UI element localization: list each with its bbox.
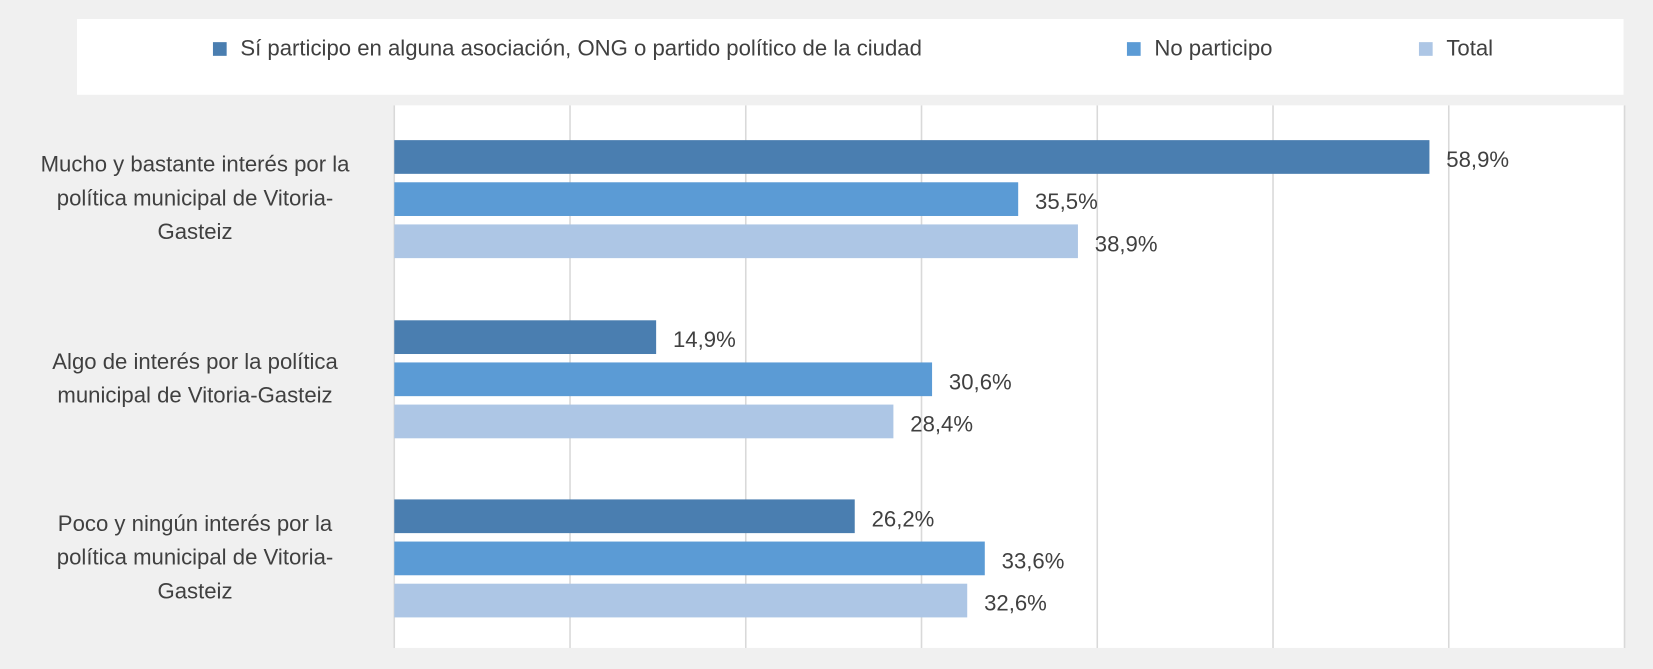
- data-label: 28,4%: [910, 412, 973, 437]
- data-label: 32,6%: [984, 591, 1047, 616]
- category-label: Poco y ningún interés por la política mu…: [56, 512, 334, 604]
- legend-swatch: [1126, 42, 1141, 56]
- data-label: 38,9%: [1095, 231, 1158, 256]
- data-label: 26,2%: [872, 506, 935, 531]
- legend-box: [76, 18, 1624, 95]
- bar: [394, 224, 1078, 259]
- category-label: Mucho y bastante interés por la política…: [40, 152, 350, 245]
- bar: [394, 583, 968, 618]
- legend-swatch: [1418, 42, 1433, 56]
- bar: [394, 404, 894, 439]
- bar: [394, 140, 1430, 174]
- data-label: 35,5%: [1035, 189, 1098, 214]
- bar: [394, 499, 855, 534]
- data-label: 33,6%: [1002, 548, 1065, 573]
- category-label: Algo de interés por la política municipa…: [52, 349, 338, 408]
- legend-label: No participo: [1154, 35, 1272, 60]
- data-label: 30,6%: [949, 369, 1012, 394]
- bar: [394, 182, 1019, 216]
- legend-label: Total: [1446, 35, 1493, 60]
- legend-label: Sí participo en alguna asociación, ONG o…: [240, 35, 922, 60]
- bar: [394, 362, 933, 397]
- data-label: 58,9%: [1446, 147, 1509, 172]
- legend-swatch: [212, 42, 227, 56]
- bar: [394, 320, 657, 355]
- bar: [394, 541, 985, 576]
- data-label: 14,9%: [673, 327, 736, 352]
